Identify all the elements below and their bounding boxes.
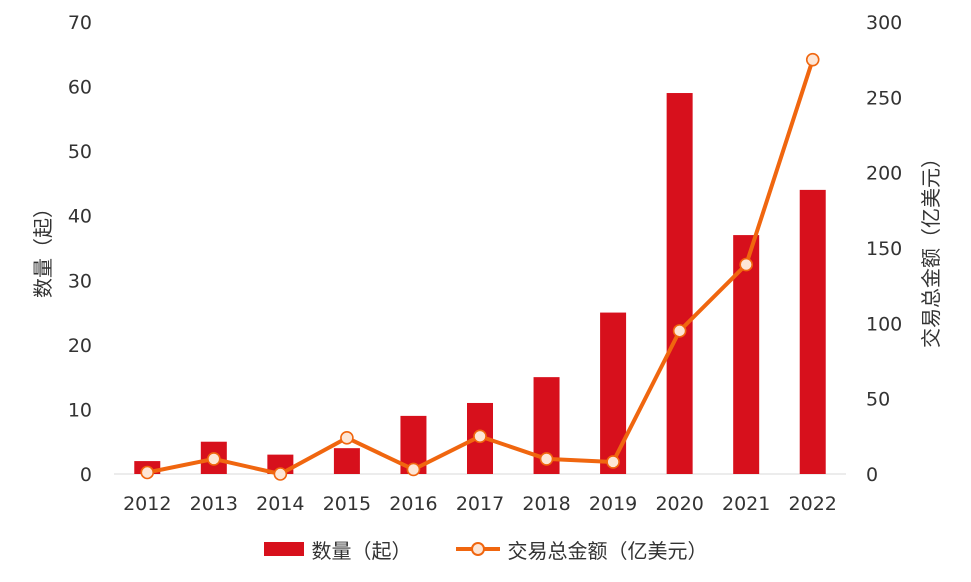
y-tick-label: 10 [68,399,92,421]
y2-tick-label: 250 [866,87,902,109]
legend-line-label: 交易总金额（亿美元） [507,538,708,563]
line-point [739,257,753,272]
x-tick-label: 2019 [589,493,637,515]
legend-item-line: 交易总金额（亿美元） [455,535,708,564]
y-tick-label: 40 [68,206,92,228]
line-point [207,452,221,466]
x-tick-label: 2014 [256,493,304,515]
line-point [539,452,554,466]
x-tick-label: 2020 [655,493,703,515]
x-tick-label: 2021 [722,493,770,515]
x-tick-label: 2012 [123,493,171,515]
line-point [606,455,620,469]
x-tick-label: 2015 [323,493,371,515]
y2-tick-label: 200 [866,163,902,185]
y-tick-label: 20 [68,335,92,357]
y-tick-label: 30 [68,270,92,292]
y2-tick-label: 0 [866,464,878,486]
x-tick-label: 2018 [522,493,570,515]
line-point [672,324,687,338]
y2-tick-label: 100 [866,313,902,335]
line-point [140,465,155,480]
y-tick-label: 60 [68,77,92,99]
y-axis-title: 数量（起） [31,198,55,298]
y2-tick-label: 50 [866,389,890,411]
line-point [473,429,487,444]
y2-axis-title: 交易总金额（亿美元） [919,148,943,348]
line-point [805,52,820,67]
line-point [340,431,354,445]
x-tick-label: 2013 [190,493,238,515]
line-point [406,462,421,477]
labels-layer: 0 10 20 30 40 50 60 70 0 50 100 150 200 250 300 2012 201… [31,12,943,515]
bar [333,448,360,474]
x-tick-label: 2022 [789,493,837,515]
bars-layer [134,93,826,475]
x-tick-label: 2016 [389,493,437,515]
combo-chart: 0 10 20 30 40 50 60 70 0 50 100 150 200 250 300 2012 201… [31,12,943,515]
y2-tick-label: 300 [866,12,902,34]
y-tick-label: 50 [68,141,92,163]
legend-item-bar: 数量（起） [263,535,412,564]
y-tick-label: 70 [68,12,92,34]
y2-tick-label: 150 [866,238,902,260]
line-point [273,467,288,481]
legend: 数量（起） 交易总金额（亿美元） [0,532,971,566]
bar [799,189,826,474]
bar [600,312,627,474]
bar [666,93,693,475]
legend-bar-swatch [263,542,304,556]
x-tick-label: 2017 [456,493,504,515]
legend-line-swatch [455,542,500,556]
y-tick-label: 0 [80,464,92,486]
line-layer [140,52,820,481]
legend-bar-label: 数量（起） [311,538,412,563]
